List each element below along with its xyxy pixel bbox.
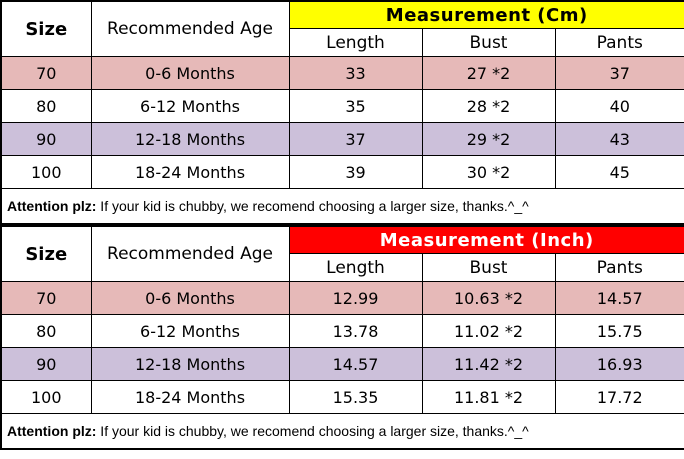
size-cell: 70 (0, 56, 92, 90)
pants-cell: 40 (554, 89, 684, 123)
table-row: Size Recommended Age Measurement (Inch) (0, 225, 684, 282)
length-column-header: Length (288, 28, 423, 57)
size-cell: 70 (0, 281, 92, 315)
pants-cell: 14.57 (554, 281, 684, 315)
bust-cell: 11.42 *2 (421, 347, 556, 381)
table-row: 80 6-12 Months 35 28 *2 40 (0, 89, 684, 123)
length-column-header: Length (288, 253, 423, 282)
age-cell: 18-24 Months (90, 380, 290, 414)
age-column-header: Recommended Age (90, 225, 290, 282)
size-cell: 80 (0, 89, 92, 123)
table-row: Attention plz: If your kid is chubby, we… (0, 413, 684, 450)
age-cell: 12-18 Months (90, 347, 290, 381)
bust-cell: 28 *2 (421, 89, 556, 123)
age-cell: 0-6 Months (90, 281, 290, 315)
pants-cell: 45 (554, 155, 684, 189)
bust-cell: 10.63 *2 (421, 281, 556, 315)
bust-cell: 30 *2 (421, 155, 556, 189)
size-cell: 90 (0, 347, 92, 381)
length-cell: 15.35 (288, 380, 423, 414)
attention-note-label: Attention plz: (7, 423, 97, 439)
attention-note-label: Attention plz: (7, 198, 97, 214)
attention-note: Attention plz: If your kid is chubby, we… (0, 413, 684, 450)
length-cell: 35 (288, 89, 423, 123)
length-cell: 13.78 (288, 314, 423, 348)
age-cell: 6-12 Months (90, 89, 290, 123)
table-row: 90 12-18 Months 37 29 *2 43 (0, 122, 684, 156)
pants-column-header: Pants (554, 253, 684, 282)
pants-cell: 16.93 (554, 347, 684, 381)
bust-cell: 11.81 *2 (421, 380, 556, 414)
table-row: Attention plz: If your kid is chubby, we… (0, 188, 684, 225)
bust-column-header: Bust (421, 28, 556, 57)
age-cell: 0-6 Months (90, 56, 290, 90)
bust-column-header: Bust (421, 253, 556, 282)
size-cell: 90 (0, 122, 92, 156)
length-cell: 39 (288, 155, 423, 189)
measurement-cm-header: Measurement (Cm) (288, 0, 684, 29)
table-row: 90 12-18 Months 14.57 11.42 *2 16.93 (0, 347, 684, 381)
size-table-inch: Size Recommended Age Measurement (Inch) … (0, 225, 684, 450)
age-cell: 18-24 Months (90, 155, 290, 189)
pants-cell: 37 (554, 56, 684, 90)
length-cell: 12.99 (288, 281, 423, 315)
pants-column-header: Pants (554, 28, 684, 57)
pants-cell: 15.75 (554, 314, 684, 348)
size-column-header: Size (0, 225, 92, 282)
table-row: 100 18-24 Months 39 30 *2 45 (0, 155, 684, 189)
table-row: 70 0-6 Months 33 27 *2 37 (0, 56, 684, 90)
table-row: 70 0-6 Months 12.99 10.63 *2 14.57 (0, 281, 684, 315)
length-cell: 14.57 (288, 347, 423, 381)
bust-cell: 29 *2 (421, 122, 556, 156)
size-cell: 80 (0, 314, 92, 348)
attention-note: Attention plz: If your kid is chubby, we… (0, 188, 684, 225)
length-cell: 37 (288, 122, 423, 156)
bust-cell: 11.02 *2 (421, 314, 556, 348)
table-row: Size Recommended Age Measurement (Cm) (0, 0, 684, 57)
age-cell: 6-12 Months (90, 314, 290, 348)
size-cell: 100 (0, 380, 92, 414)
pants-cell: 43 (554, 122, 684, 156)
pants-cell: 17.72 (554, 380, 684, 414)
attention-note-text: If your kid is chubby, we recomend choos… (96, 423, 529, 439)
attention-note-text: If your kid is chubby, we recomend choos… (96, 198, 529, 214)
age-cell: 12-18 Months (90, 122, 290, 156)
size-cell: 100 (0, 155, 92, 189)
table-row: 80 6-12 Months 13.78 11.02 *2 15.75 (0, 314, 684, 348)
measurement-inch-header: Measurement (Inch) (288, 225, 684, 254)
table-row: 100 18-24 Months 15.35 11.81 *2 17.72 (0, 380, 684, 414)
age-column-header: Recommended Age (90, 0, 290, 57)
length-cell: 33 (288, 56, 423, 90)
bust-cell: 27 *2 (421, 56, 556, 90)
size-table-cm: Size Recommended Age Measurement (Cm) Le… (0, 0, 684, 225)
size-column-header: Size (0, 0, 92, 57)
